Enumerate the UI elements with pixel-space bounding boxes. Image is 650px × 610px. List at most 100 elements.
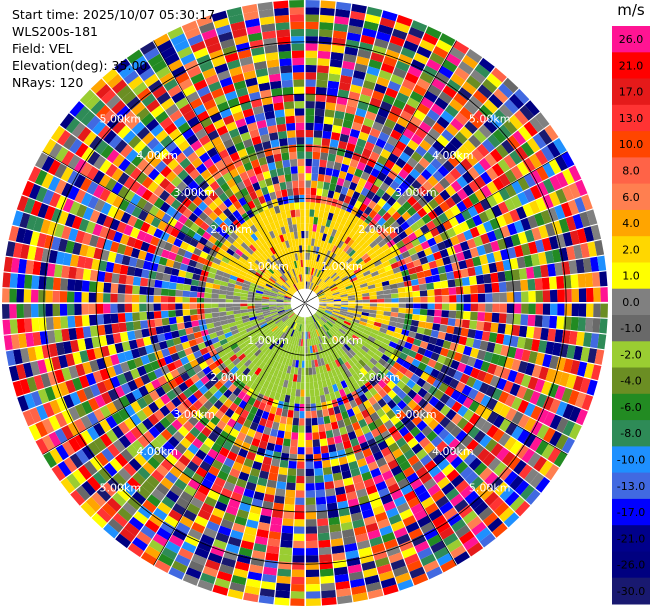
velocity-gate: [22, 180, 35, 197]
velocity-gate: [313, 453, 322, 462]
velocity-gate: [217, 248, 227, 257]
velocity-gate: [350, 336, 358, 344]
velocity-gate: [209, 332, 218, 340]
velocity-gate: [412, 201, 423, 212]
velocity-gate: [167, 436, 180, 448]
velocity-gate: [436, 371, 447, 382]
velocity-gate: [171, 419, 183, 431]
velocity-gate: [573, 345, 583, 361]
velocity-gate: [420, 240, 430, 250]
velocity-gate: [305, 202, 310, 210]
velocity-gate: [400, 47, 416, 59]
velocity-gate: [200, 572, 216, 585]
velocity-gate: [89, 383, 101, 397]
velocity-gate: [282, 341, 288, 350]
velocity-gate: [250, 373, 258, 382]
velocity-gate: [277, 430, 285, 439]
velocity-gate: [298, 282, 302, 290]
velocity-gate: [344, 332, 352, 340]
velocity-gate: [380, 165, 391, 176]
velocity-gate: [128, 516, 144, 531]
velocity-gate: [317, 58, 330, 67]
velocity-gate: [422, 414, 434, 425]
velocity-gate: [470, 284, 478, 294]
velocity-gate: [297, 454, 305, 462]
velocity-gate: [391, 146, 403, 158]
velocity-gate: [333, 566, 348, 576]
velocity-gate: [376, 563, 392, 575]
velocity-gate: [362, 309, 370, 313]
velocity-gate: [332, 309, 341, 313]
velocity-gate: [390, 312, 399, 318]
velocity-gate: [235, 561, 250, 572]
velocity-gate: [212, 257, 222, 265]
velocity-gate: [91, 258, 101, 271]
velocity-gate: [242, 394, 251, 403]
velocity-gate: [361, 409, 370, 419]
velocity-gate: [334, 16, 350, 25]
velocity-gate: [330, 421, 339, 430]
velocity-gate: [276, 167, 285, 176]
velocity-gate: [381, 430, 392, 441]
velocity-gate: [389, 316, 398, 323]
velocity-gate: [487, 457, 502, 472]
velocity-gate: [283, 166, 291, 175]
velocity-gate: [355, 533, 369, 543]
velocity-gate: [160, 46, 177, 60]
velocity-gate: [403, 432, 414, 443]
velocity-gate: [247, 571, 263, 581]
velocity-gate: [89, 325, 99, 337]
velocity-gate: [257, 477, 268, 487]
velocity-gate: [377, 379, 387, 389]
velocity-gate: [407, 389, 418, 400]
velocity-gate: [131, 101, 146, 116]
velocity-gate: [472, 339, 482, 349]
velocity-gate: [157, 148, 170, 161]
velocity-gate: [284, 307, 292, 311]
velocity-gate: [290, 313, 296, 320]
velocity-gate: [112, 512, 128, 528]
velocity-gate: [324, 393, 332, 402]
velocity-gate: [252, 181, 261, 191]
velocity-gate: [458, 144, 471, 158]
velocity-gate: [258, 126, 269, 136]
velocity-gate: [406, 157, 418, 168]
velocity-gate: [220, 243, 229, 252]
velocity-gate: [428, 407, 440, 419]
velocity-gate: [341, 67, 354, 77]
velocity-gate: [48, 249, 58, 264]
velocity-gate: [89, 209, 101, 223]
velocity-gate: [61, 265, 70, 279]
velocity-gate: [348, 297, 356, 301]
velocity-gate: [77, 126, 92, 142]
velocity-gate: [461, 277, 470, 286]
velocity-gate: [317, 380, 323, 389]
velocity-gate: [339, 289, 347, 294]
velocity-gate: [250, 233, 259, 242]
velocity-gate: [283, 299, 291, 302]
velocity-gate: [375, 247, 384, 256]
velocity-gate: [493, 88, 509, 104]
velocity-gate: [233, 422, 243, 432]
velocity-gate: [255, 408, 264, 418]
velocity-gate: [300, 216, 305, 224]
velocity-gate: [505, 407, 518, 422]
velocity-gate: [69, 254, 79, 267]
velocity-gate: [375, 314, 384, 320]
velocity-gate: [426, 566, 443, 580]
velocity-gate: [313, 460, 323, 469]
velocity-gate: [83, 460, 98, 476]
velocity-gate: [59, 113, 75, 130]
velocity-gate: [233, 292, 241, 297]
velocity-gate: [199, 347, 209, 356]
velocity-gate: [305, 389, 310, 397]
velocity-gate: [460, 466, 474, 480]
velocity-gate: [147, 181, 159, 193]
velocity-gate: [322, 241, 328, 249]
velocity-gate: [218, 298, 226, 303]
velocity-gate: [55, 342, 66, 356]
velocity-gate: [98, 174, 111, 188]
velocity-gate: [127, 330, 136, 341]
velocity-gate: [411, 20, 428, 33]
velocity-gate: [316, 310, 324, 316]
